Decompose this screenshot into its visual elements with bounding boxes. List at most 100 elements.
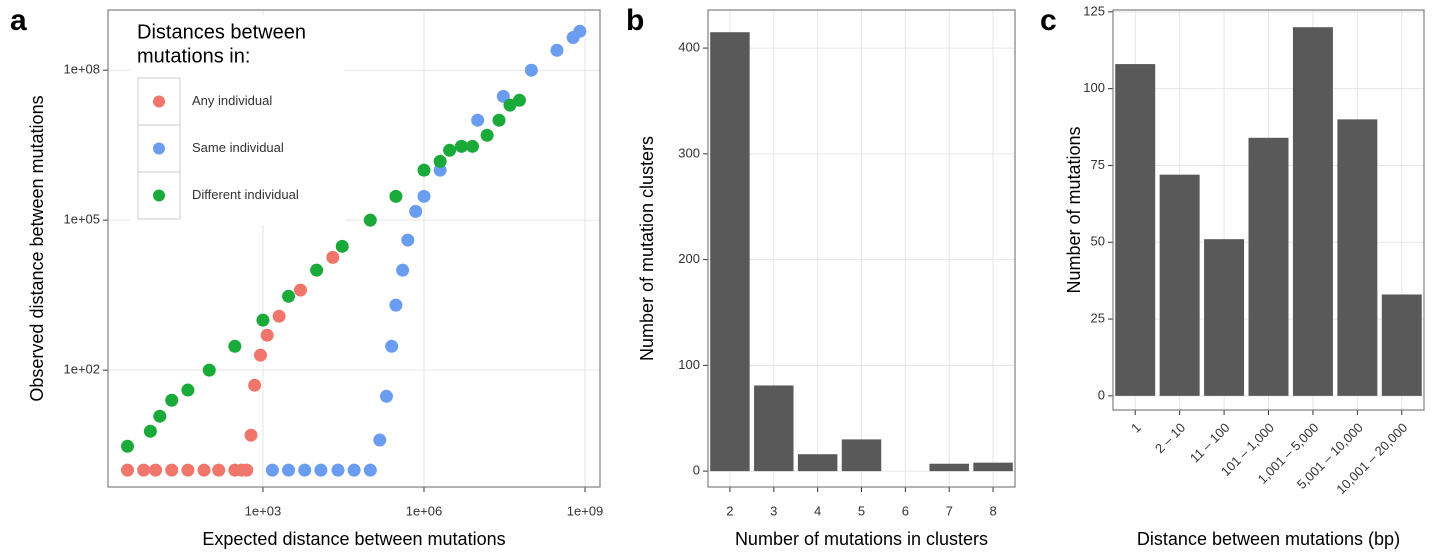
y-tick-label: 50 [1091, 234, 1105, 249]
y-tick-label: 100 [678, 357, 700, 372]
point [389, 189, 403, 203]
legend-label: Different individual [192, 187, 299, 202]
bar [1159, 174, 1200, 396]
y-tick-label: 25 [1091, 311, 1105, 326]
point [256, 313, 270, 327]
bar [1337, 119, 1378, 396]
point [347, 463, 361, 477]
x-axis-title: Number of mutations in clusters [735, 529, 988, 549]
y-tick-label: 1e+05 [63, 212, 100, 227]
x-tick-label: 5 [858, 503, 865, 518]
x-tick-label: 2 [726, 503, 733, 518]
point [512, 93, 526, 107]
point [310, 263, 324, 277]
point [492, 113, 506, 127]
y-tick-label: 100 [1083, 80, 1105, 95]
point [244, 428, 258, 442]
legend-title: mutations in: [137, 45, 250, 67]
x-tick-label: 4 [814, 503, 821, 518]
panel-letter: a [10, 4, 27, 37]
point [202, 363, 216, 377]
x-tick-label: 1 [1128, 420, 1144, 436]
point [443, 143, 457, 157]
legend-swatch [153, 189, 165, 202]
plot-frame [707, 9, 1016, 488]
point [298, 463, 312, 477]
point [524, 63, 538, 77]
point [149, 463, 163, 477]
point [137, 463, 151, 477]
point [181, 383, 195, 397]
point [373, 433, 387, 447]
point [314, 463, 328, 477]
bar [841, 439, 882, 472]
panel-letter: c [1040, 4, 1057, 37]
y-tick-label: 200 [678, 251, 700, 266]
point [165, 463, 179, 477]
point [396, 263, 410, 277]
point [265, 463, 279, 477]
x-tick-label: 6 [902, 503, 909, 518]
x-tick-label: 1e+03 [245, 503, 282, 518]
legend-title: Distances between [137, 21, 306, 43]
point [248, 378, 262, 392]
point [282, 289, 296, 303]
point [120, 463, 134, 477]
bar [1204, 239, 1245, 396]
x-tick-label: 8 [989, 503, 996, 518]
point [480, 128, 494, 142]
point [550, 43, 564, 57]
point [465, 139, 479, 153]
point [293, 283, 307, 297]
bar [1381, 294, 1422, 396]
y-axis-title: Number of mutation clusters [637, 136, 657, 361]
x-tick-label: 3 [770, 503, 777, 518]
point [471, 113, 485, 127]
point [433, 154, 447, 168]
point [363, 213, 377, 227]
bar [797, 454, 838, 472]
y-tick-label: 400 [678, 40, 700, 55]
bar [973, 462, 1013, 472]
y-axis-title: Number of mutations [1064, 126, 1084, 293]
legend-swatch [153, 142, 165, 155]
bar [710, 32, 750, 472]
y-tick-label: 0 [693, 463, 700, 478]
point [212, 463, 226, 477]
x-axis-title: Distance between mutations (bp) [1137, 529, 1400, 549]
point [253, 348, 267, 362]
point [417, 189, 431, 203]
point [401, 233, 415, 247]
legend-label: Same individual [192, 140, 284, 155]
y-tick-label: 300 [678, 145, 700, 160]
point [272, 309, 286, 323]
plot-frame [107, 9, 601, 488]
y-tick-label: 75 [1091, 157, 1105, 172]
point [409, 204, 423, 218]
x-axis-title: Expected distance between mutations [202, 529, 505, 549]
bar [754, 385, 794, 472]
point [385, 339, 399, 353]
point [496, 89, 510, 103]
point [260, 328, 274, 342]
y-axis-title: Observed distance between mutations [27, 95, 47, 401]
point [363, 463, 377, 477]
bar [929, 463, 969, 472]
bar [1115, 64, 1156, 396]
point [282, 463, 296, 477]
x-tick-label: 11 – 100 [1187, 420, 1233, 466]
x-tick-label: 2 – 10 [1152, 420, 1188, 456]
point [389, 298, 403, 312]
y-tick-label: 1e+02 [63, 362, 100, 377]
point [240, 463, 254, 477]
point [197, 463, 211, 477]
point [165, 393, 179, 407]
x-tick-label: 7 [946, 503, 953, 518]
y-tick-label: 1e+08 [63, 62, 100, 77]
x-tick-label: 1e+06 [406, 503, 443, 518]
point [331, 463, 345, 477]
y-tick-label: 0 [1098, 387, 1105, 402]
point [120, 439, 134, 453]
point [573, 24, 587, 38]
